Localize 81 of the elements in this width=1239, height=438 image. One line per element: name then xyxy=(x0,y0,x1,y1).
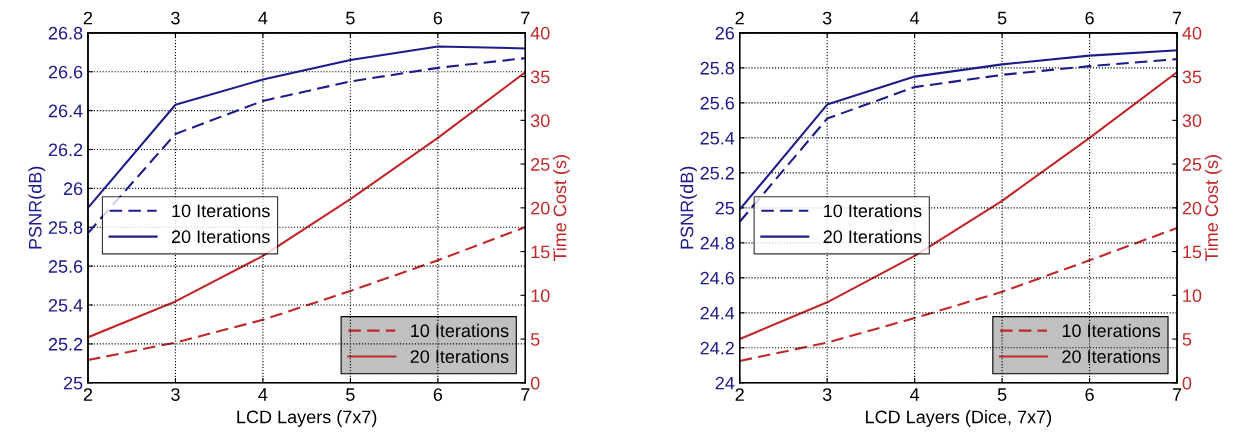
x2-tick-label: 4 xyxy=(258,11,268,25)
y-tick-label: 25.8 xyxy=(48,221,83,234)
y2-tick-label: 35 xyxy=(530,70,550,84)
y2-tick-label: 15 xyxy=(1183,245,1202,259)
y2-tick-label: 25 xyxy=(1182,158,1202,171)
y-axis-title: PSNR(dB) xyxy=(680,166,697,249)
y2-axis-title: Time Cost (s) xyxy=(553,155,570,262)
y2-tick-label: 15 xyxy=(531,245,550,259)
legend-label: 20 Iterations xyxy=(1062,349,1161,363)
legend-label: 10 Iterations xyxy=(1062,323,1161,338)
y2-tick-label: 40 xyxy=(1182,26,1202,40)
y2-axis-title: Time Cost (s) xyxy=(1204,155,1222,262)
y2-tick-label: 35 xyxy=(1182,70,1202,84)
x-tick-label: 3 xyxy=(822,388,832,401)
y-tick-label: 26.8 xyxy=(48,26,83,40)
legend-label: 10 Iterations xyxy=(411,323,509,338)
x-tick-label: 4 xyxy=(910,388,920,401)
y2-tick-label: 5 xyxy=(1182,333,1192,346)
x2-tick-label: 2 xyxy=(735,11,744,25)
x-axis-title: LCD Layers (7x7) xyxy=(237,410,377,427)
y2-tick-label: 10 xyxy=(531,289,550,303)
x-tick-label: 6 xyxy=(1085,388,1094,401)
y2-tick-label: 40 xyxy=(530,26,550,40)
y-tick-label: 26.6 xyxy=(48,65,83,79)
x-tick-label: 5 xyxy=(997,388,1007,401)
line-series xyxy=(739,71,1178,341)
y2-tick-label: 20 xyxy=(531,201,550,215)
legend-label: 10 Iterations xyxy=(824,203,922,218)
y2-tick-label: 20 xyxy=(1182,201,1202,215)
y-tick-label: 25.4 xyxy=(48,298,83,312)
x2-tick-label: 5 xyxy=(346,11,355,25)
y-tick-label: 24.4 xyxy=(700,306,735,320)
x-tick-label: 4 xyxy=(258,388,268,401)
x-tick-label: 2 xyxy=(735,388,744,401)
x-tick-label: 7 xyxy=(521,388,530,401)
y-tick-label: 24.6 xyxy=(700,271,735,285)
y-axis-title: PSNR(dB) xyxy=(28,166,46,249)
y-tick-label: 25.2 xyxy=(48,337,83,351)
y2-tick-label: 30 xyxy=(1182,114,1202,128)
x2-tick-label: 7 xyxy=(1172,11,1182,25)
x-tick-label: 2 xyxy=(83,388,93,401)
y2-tick-label: 25 xyxy=(531,158,550,171)
y-tick-label: 26.2 xyxy=(48,143,83,157)
y-tick-label: 24.2 xyxy=(700,341,734,355)
y-tick-label: 26 xyxy=(63,182,83,196)
legend-label: 20 Iterations xyxy=(171,229,270,244)
y-tick-label: 25 xyxy=(715,201,735,215)
y-tick-label: 25.6 xyxy=(700,96,735,110)
x-axis-title: LCD Layers (Dice, 7x7) xyxy=(866,410,1052,427)
x2-tick-label: 4 xyxy=(910,11,920,25)
legend-label: 10 Iterations xyxy=(172,203,270,218)
y2-tick-label: 0 xyxy=(1182,376,1192,390)
y-tick-label: 25 xyxy=(63,376,83,390)
x2-tick-label: 3 xyxy=(171,11,180,25)
x2-tick-label: 5 xyxy=(997,11,1007,25)
line-series xyxy=(87,71,526,339)
y2-tick-label: 10 xyxy=(1183,289,1202,303)
y-tick-label: 26 xyxy=(715,26,735,40)
x2-tick-label: 3 xyxy=(822,11,832,25)
x-tick-label: 7 xyxy=(1172,388,1182,401)
y-tick-label: 25.6 xyxy=(48,260,83,273)
y-tick-label: 24 xyxy=(715,376,735,390)
x2-tick-label: 7 xyxy=(521,11,530,25)
legend-label: 20 Iterations xyxy=(410,349,509,363)
y2-tick-label: 5 xyxy=(530,333,540,346)
legend-label: 20 Iterations xyxy=(823,229,922,244)
y2-tick-label: 0 xyxy=(530,376,540,390)
y-tick-label: 24.8 xyxy=(700,236,735,250)
line-series xyxy=(87,226,526,362)
x2-tick-label: 6 xyxy=(1085,11,1094,25)
x-tick-label: 5 xyxy=(346,388,355,401)
y-tick-label: 26.4 xyxy=(48,104,83,118)
line-series xyxy=(739,226,1178,362)
x2-tick-label: 2 xyxy=(83,11,93,25)
y2-tick-label: 30 xyxy=(530,114,550,128)
x2-tick-label: 6 xyxy=(433,11,443,25)
x-tick-label: 3 xyxy=(171,388,180,401)
x-tick-label: 6 xyxy=(433,388,443,401)
y-tick-label: 25.2 xyxy=(700,166,734,180)
y-tick-label: 25.4 xyxy=(700,131,735,145)
y-tick-label: 25.8 xyxy=(700,61,735,75)
